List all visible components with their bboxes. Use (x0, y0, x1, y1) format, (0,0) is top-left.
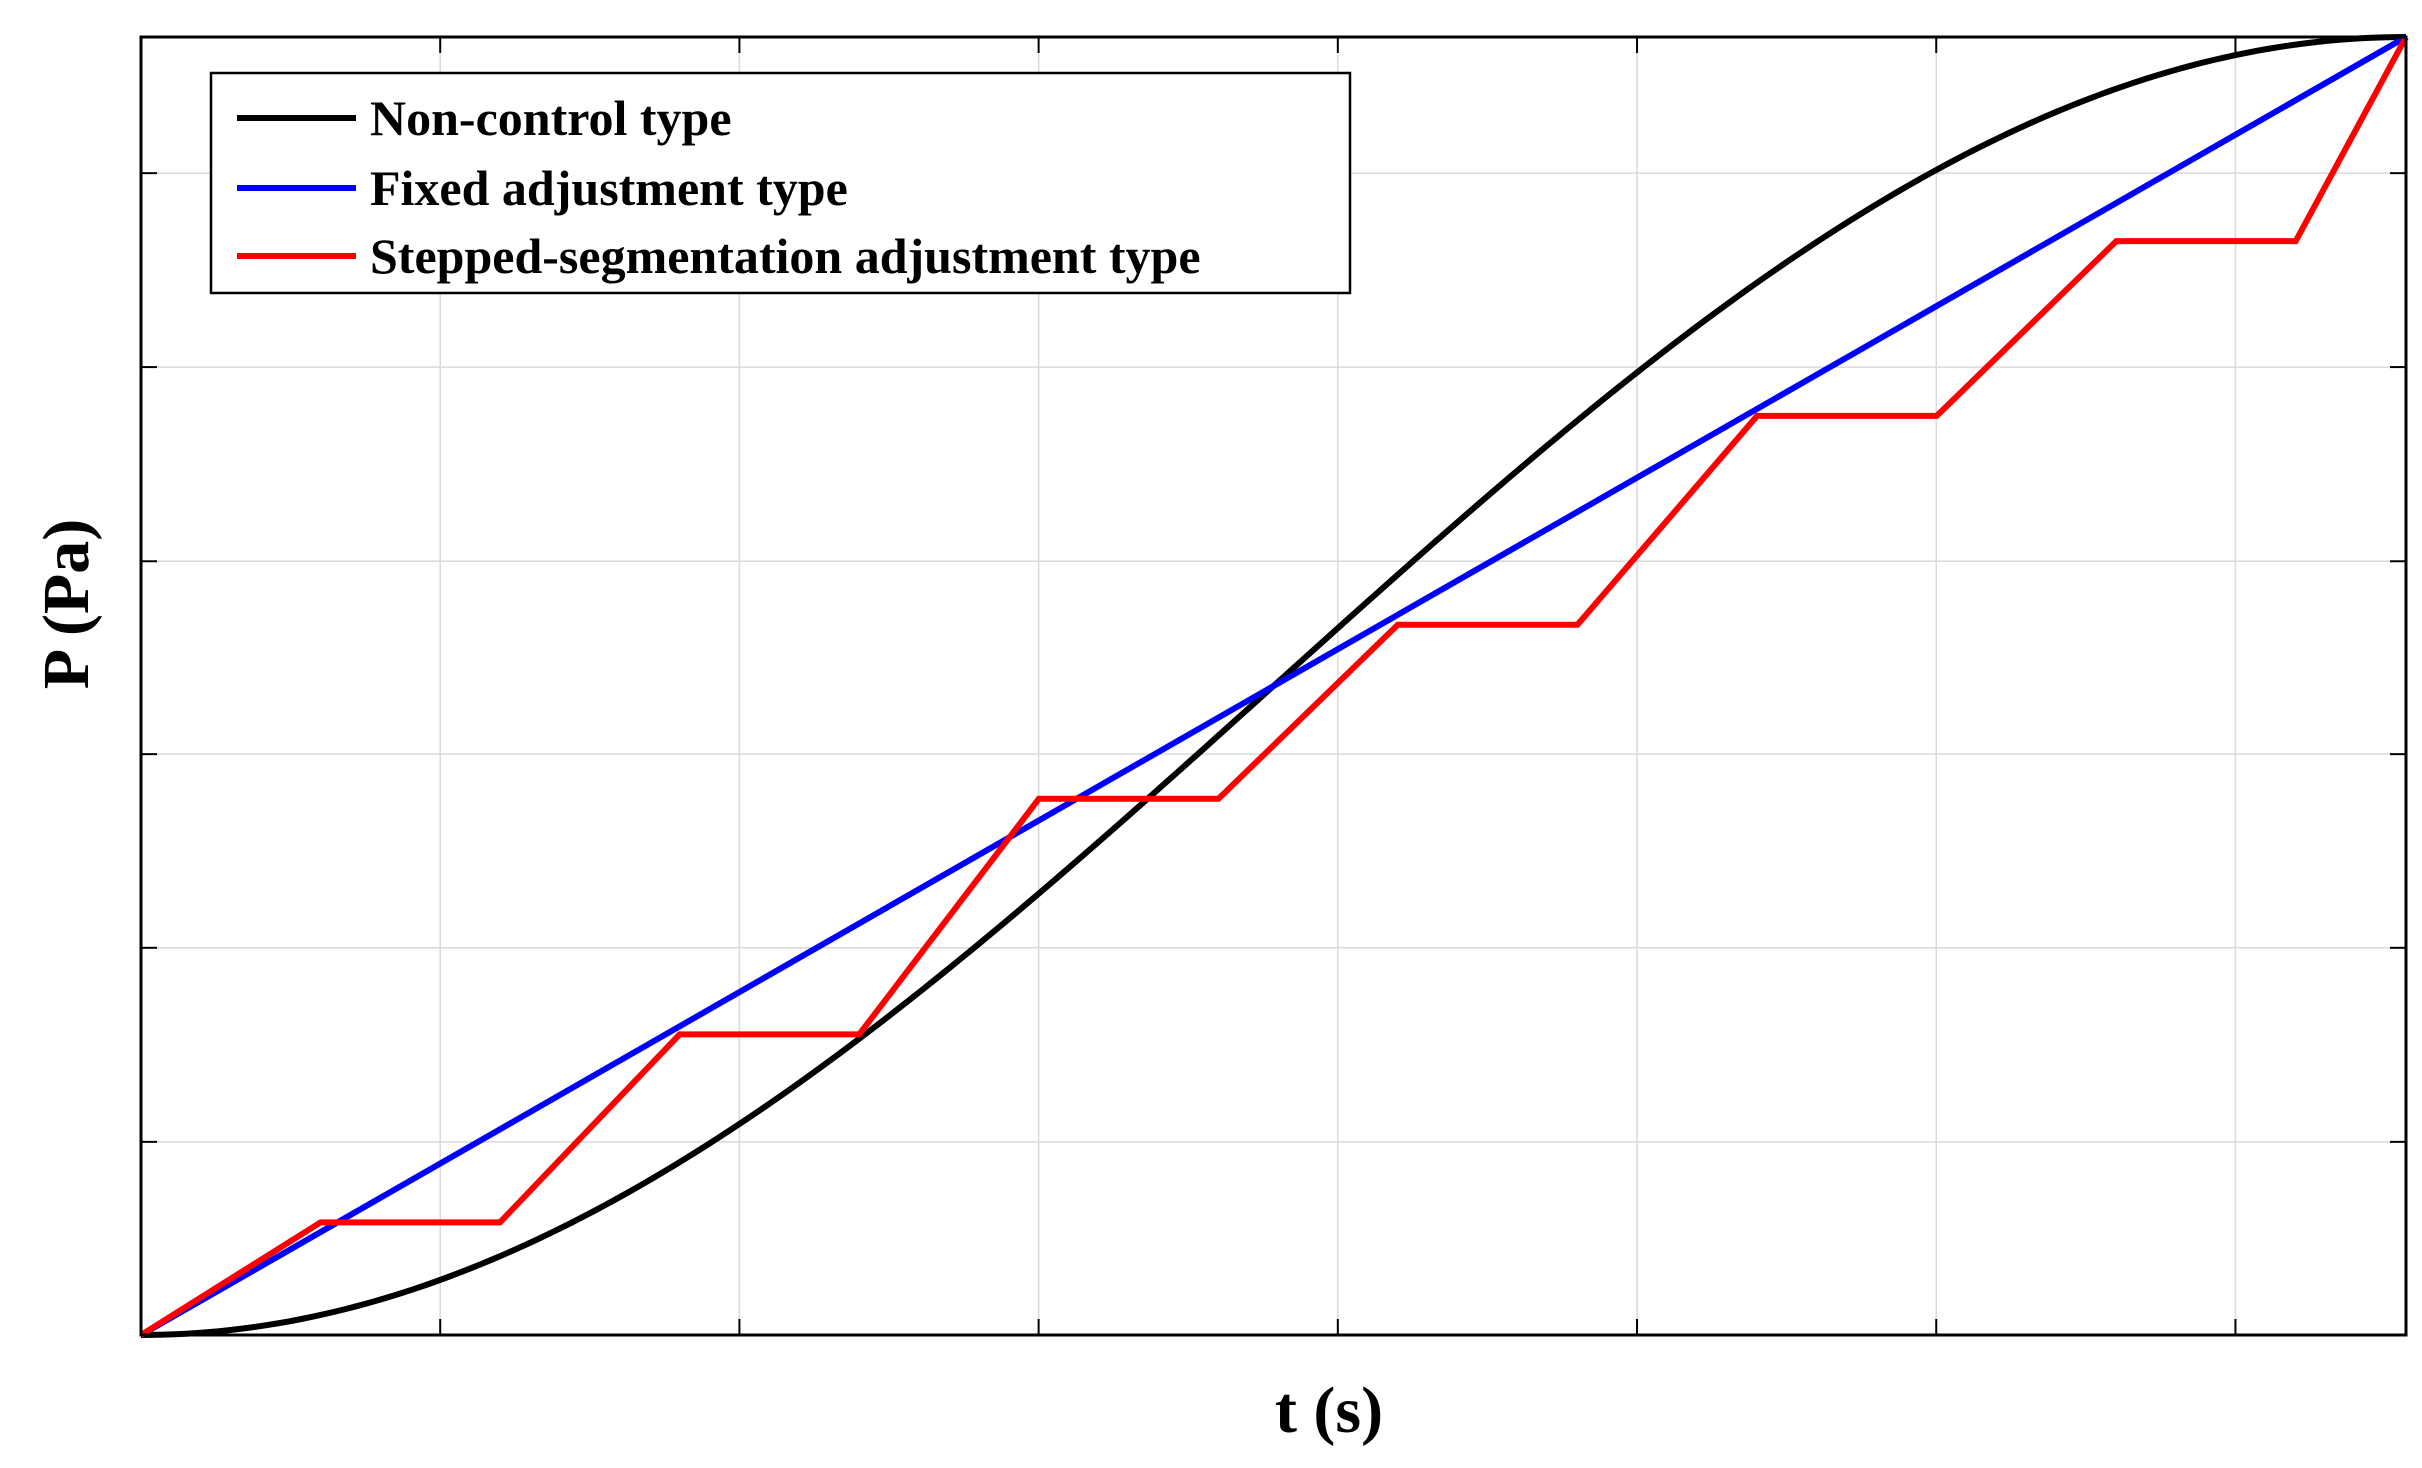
legend-label-stepped: Stepped-segmentation adjustment type (370, 228, 1201, 284)
legend: Non-control type Fixed adjustment type S… (209, 71, 1352, 295)
legend-label-fixed: Fixed adjustment type (370, 160, 848, 216)
plot-frame (139, 35, 2408, 1337)
series-line-stepped (139, 35, 2409, 1338)
legend-label-non-control: Non-control type (370, 90, 732, 146)
x-axis-title: t (s) (1275, 1374, 1383, 1447)
y-axis-title: P (Pa) (30, 519, 103, 689)
series-line-fixed (139, 34, 2408, 1338)
series-lines (139, 34, 2409, 1338)
legend-box (209, 71, 1352, 295)
